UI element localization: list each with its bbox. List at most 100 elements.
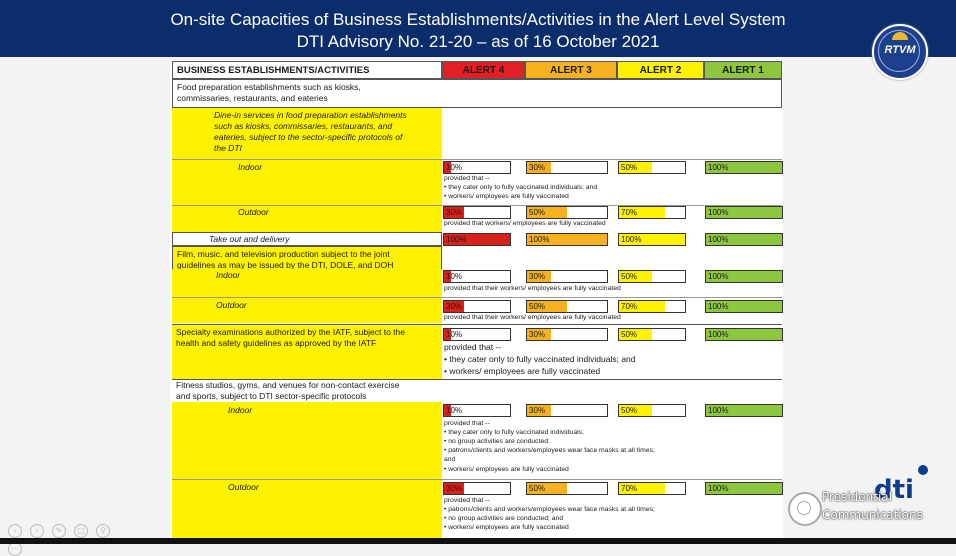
pen-icon[interactable]: ✎: [52, 524, 66, 538]
fitness-indoor-note3: • no group activities are conducted;: [444, 438, 550, 445]
capacity-label: 10%: [446, 163, 463, 172]
capacity-fill: [527, 329, 551, 340]
fitness-title-b: and sports, subject to DTI sector-specif…: [176, 391, 367, 401]
food-outdoor-note: provided that workers/ employees are ful…: [444, 220, 606, 227]
capacity-label: 100%: [708, 406, 729, 415]
fitness-title-a: Fitness studios, gyms, and venues for no…: [176, 380, 400, 390]
fitness-indoor-alert3-capacity-bar: 30%: [526, 404, 608, 417]
film-indoor-note: provided that their workers/ employees a…: [444, 285, 621, 292]
capacity-label: 70%: [621, 302, 638, 311]
divider: [172, 159, 782, 160]
slides-icon[interactable]: □: [74, 524, 88, 538]
capacity-fill: [527, 483, 567, 494]
capacity-label: 100%: [621, 235, 642, 244]
fitness-outdoor-note4: • workers/ employees are fully vaccinate…: [444, 524, 569, 531]
capacity-label: 100%: [446, 235, 467, 244]
food-outdoor-alert4-capacity-bar: 30%: [443, 206, 511, 219]
presidential-communications-logo: Presidential Communications: [786, 488, 946, 532]
capacity-fill: [706, 271, 782, 282]
food-indoor-note3: • workers/ employees are fully vaccinate…: [444, 193, 569, 200]
star-icon: [918, 465, 928, 475]
capacity-label: 30%: [446, 484, 463, 493]
specialty-section-title: Specialty examinations authorized by the…: [172, 325, 442, 379]
capacity-fill: [444, 162, 451, 173]
title-line2: DTI Advisory No. 21-20 – as of 16 Octobe…: [296, 32, 660, 51]
next-icon[interactable]: ›: [30, 524, 44, 538]
food-takeout-alert4-capacity-bar: 100%: [443, 233, 511, 246]
capacity-fill: [444, 234, 510, 245]
previous-icon[interactable]: ‹: [8, 524, 22, 538]
capacity-label: 30%: [529, 163, 546, 172]
film-indoor-alert3-capacity-bar: 30%: [526, 270, 608, 283]
food-title-a: Food preparation establishments such as …: [177, 82, 361, 92]
film-indoor-alert2-capacity-bar: 50%: [618, 270, 686, 283]
fitness-label-column: [172, 402, 442, 538]
fitness-indoor-alert2-capacity-bar: 50%: [618, 404, 686, 417]
capacity-fill: [444, 207, 464, 218]
capacity-label: 50%: [621, 163, 638, 172]
food-label-column: [172, 108, 442, 236]
capacity-fill: [527, 405, 551, 416]
fitness-indoor-alert1-capacity-bar: 100%: [705, 404, 783, 417]
capacity-label: 50%: [529, 302, 546, 311]
capacity-label: 30%: [529, 330, 546, 339]
capacity-fill: [706, 301, 782, 312]
food-section-title: Food preparation establishments such as …: [172, 79, 782, 108]
capacity-label: 50%: [529, 208, 546, 217]
capacity-fill: [706, 207, 782, 218]
capacity-fill: [706, 234, 782, 245]
takeout-label: Take out and delivery: [172, 232, 442, 246]
capacity-fill: [706, 329, 782, 340]
fitness-section-title: Fitness studios, gyms, and venues for no…: [172, 380, 782, 404]
header-alert1: ALERT 1: [704, 61, 782, 79]
bottom-bar: [0, 538, 956, 544]
dine-line-d: the DTI: [214, 143, 242, 153]
capacity-label: 50%: [621, 272, 638, 281]
food-indoor-note2: • they cater only to fully vaccinated in…: [444, 184, 598, 191]
food-indoor-note1: provided that --: [444, 175, 490, 182]
dti-logo-text: dti: [874, 475, 914, 505]
film-outdoor-alert1-capacity-bar: 100%: [705, 300, 783, 313]
fitness-outdoor-note1: provided that --: [444, 497, 490, 504]
capacity-fill: [706, 483, 782, 494]
fitness-indoor-note6: • workers/ employees are fully vaccinate…: [444, 466, 569, 473]
capacity-label: 10%: [446, 406, 463, 415]
capacity-label: 10%: [446, 272, 463, 281]
food-indoor-alert3-capacity-bar: 30%: [526, 161, 608, 174]
zoom-icon[interactable]: ⚲: [96, 524, 110, 538]
more-icon[interactable]: ⋯: [8, 542, 22, 556]
food-outdoor-alert3-capacity-bar: 50%: [526, 206, 608, 219]
capacity-label: 50%: [621, 406, 638, 415]
capacity-fill: [527, 162, 551, 173]
capacity-label: 50%: [621, 330, 638, 339]
specialty-note2: • they cater only to fully vaccinated in…: [444, 354, 636, 364]
capacity-fill: [527, 207, 567, 218]
fitness-indoor-alert4-capacity-bar: 10%: [443, 404, 511, 417]
food-indoor-alert4-capacity-bar: 10%: [443, 161, 511, 174]
food-takeout-alert2-capacity-bar: 100%: [618, 233, 686, 246]
capacity-label: 100%: [708, 235, 729, 244]
film-label-column: [172, 269, 442, 323]
seal-inner: [797, 501, 811, 515]
rtvm-logo-text: RTVM: [884, 44, 916, 56]
fitness-indoor-label: Indoor: [228, 405, 253, 415]
specialty-note3: • workers/ employees are fully vaccinate…: [444, 366, 601, 376]
capacity-fill: [706, 405, 782, 416]
capacity-fill: [444, 301, 464, 312]
seal-icon: [788, 492, 822, 526]
film-outdoor-alert4-capacity-bar: 30%: [443, 300, 511, 313]
food-title-b: commissaries, restaurants, and eateries: [177, 93, 328, 103]
food-indoor-alert2-capacity-bar: 50%: [618, 161, 686, 174]
specialty-note1: provided that --: [444, 342, 502, 352]
specialty-alert2-capacity-bar: 50%: [618, 328, 686, 341]
capacity-fill: [619, 162, 652, 173]
fitness-outdoor-label: Outdoor: [228, 482, 259, 492]
food-indoor-label: Indoor: [238, 162, 263, 172]
alert-level-table: BUSINESS ESTABLISHMENTS/ACTIVITIES ALERT…: [170, 60, 783, 538]
divider: [172, 205, 782, 206]
dine-line-c: eateries, subject to the sector-specific…: [214, 132, 403, 142]
food-takeout-alert3-capacity-bar: 100%: [526, 233, 608, 246]
capacity-fill: [527, 234, 607, 245]
capacity-fill: [527, 271, 551, 282]
specialty-title-a: Specialty examinations authorized by the…: [176, 327, 405, 337]
